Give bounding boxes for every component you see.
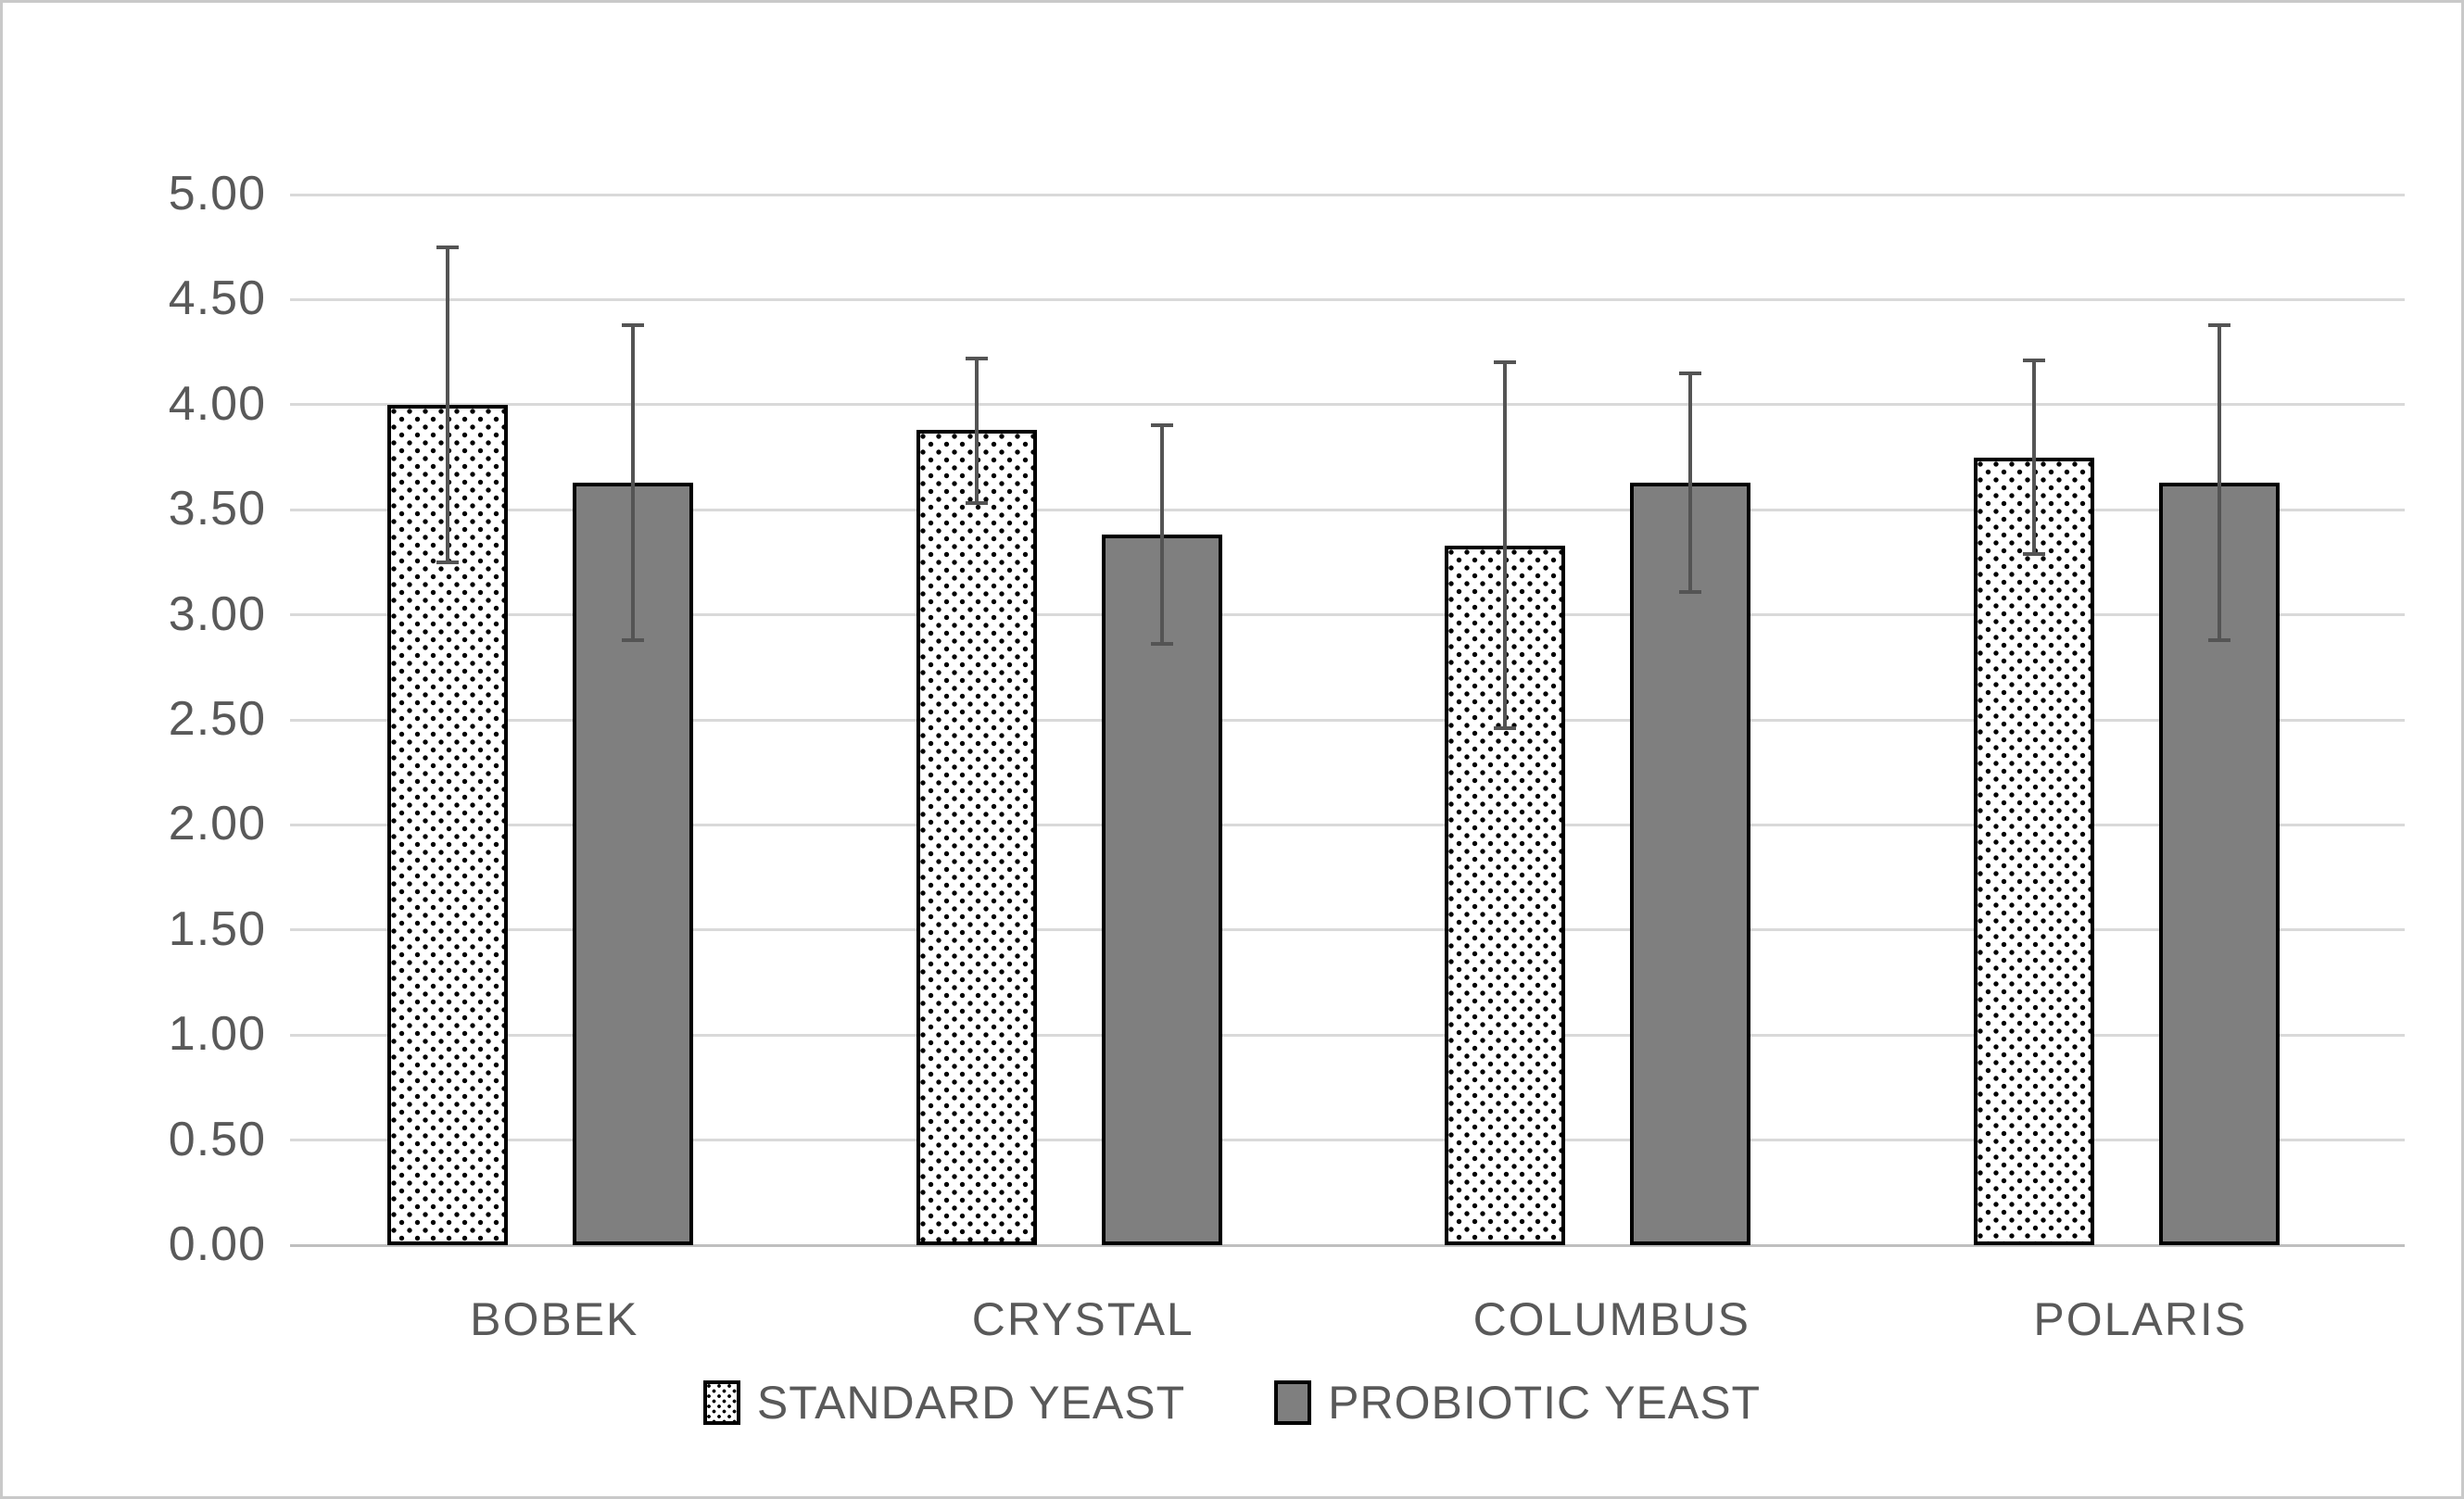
gridline [290, 193, 2405, 196]
gridline [290, 403, 2405, 407]
error-bar-cap [2207, 637, 2230, 642]
error-bar-cap [622, 322, 645, 327]
legend-label: STANDARD YEAST [756, 1377, 1186, 1429]
y-tick-label: 5.00 [168, 166, 266, 220]
plot-area [290, 193, 2405, 1247]
error-bar-line [2217, 324, 2221, 640]
gridline [290, 1033, 2405, 1037]
error-bar-line [1688, 372, 1693, 592]
error-bar-cap [1150, 423, 1173, 428]
error-bar-cap [436, 245, 460, 249]
gridline [290, 613, 2405, 617]
y-tick-label: 1.50 [168, 901, 266, 956]
gridline [290, 297, 2405, 301]
category-label-polaris: POLARIS [2033, 1293, 2248, 1345]
legend-swatch-probiotic-yeast-icon [1274, 1380, 1312, 1425]
legend-item-standard-yeast: STANDARD YEAST [702, 1376, 1186, 1430]
gridline [290, 823, 2405, 826]
y-tick-label: 0.00 [168, 1216, 266, 1271]
error-bar-cap [2207, 322, 2230, 327]
legend-item-probiotic-yeast: PROBIOTIC YEAST [1274, 1376, 1761, 1430]
error-bar-line [1159, 425, 1164, 645]
error-bar-cap [1679, 589, 1702, 594]
y-tick-label: 3.50 [168, 481, 266, 535]
error-bar-cap [2022, 359, 2045, 363]
y-tick-label: 4.00 [168, 376, 266, 431]
bar-standard-yeast-crystal [916, 430, 1037, 1245]
error-bar-cap [622, 637, 645, 642]
error-bar-line [446, 246, 450, 562]
error-bar-cap [2022, 551, 2045, 556]
x-axis-baseline [290, 1243, 2405, 1247]
y-tick-label: 1.00 [168, 1006, 266, 1061]
legend-swatch-standard-yeast-icon [702, 1380, 740, 1425]
error-bar-cap [965, 356, 988, 360]
bar-probiotic-yeast-columbus [1630, 482, 1751, 1245]
y-tick-label: 4.50 [168, 271, 266, 326]
error-bar-cap [436, 560, 460, 564]
legend-label: PROBIOTIC YEAST [1328, 1377, 1762, 1429]
category-label-columbus: COLUMBUS [1472, 1293, 1750, 1345]
error-bar-line [1503, 362, 1508, 729]
error-bar-cap [1679, 371, 1702, 375]
error-bar-cap [1150, 642, 1173, 647]
gridline [290, 928, 2405, 932]
gridline [290, 1139, 2405, 1142]
error-bar-line [2031, 360, 2036, 554]
y-tick-label: 3.00 [168, 586, 266, 641]
gridline [290, 508, 2405, 511]
bar-standard-yeast-polaris [1973, 457, 2094, 1245]
error-bar-line [974, 358, 979, 504]
category-label-bobek: BOBEK [470, 1293, 639, 1345]
error-bar-cap [965, 501, 988, 506]
legend: STANDARD YEAST PROBIOTIC YEAST [3, 1376, 2461, 1430]
y-tick-label: 0.50 [168, 1112, 266, 1166]
y-tick-label: 2.50 [168, 691, 266, 746]
error-bar-cap [1494, 726, 1517, 731]
error-bar-cap [1494, 360, 1517, 365]
gridline [290, 718, 2405, 722]
category-label-crystal: CRYSTAL [971, 1293, 1194, 1345]
y-tick-label: 2.00 [168, 797, 266, 851]
error-bar-line [631, 324, 636, 640]
